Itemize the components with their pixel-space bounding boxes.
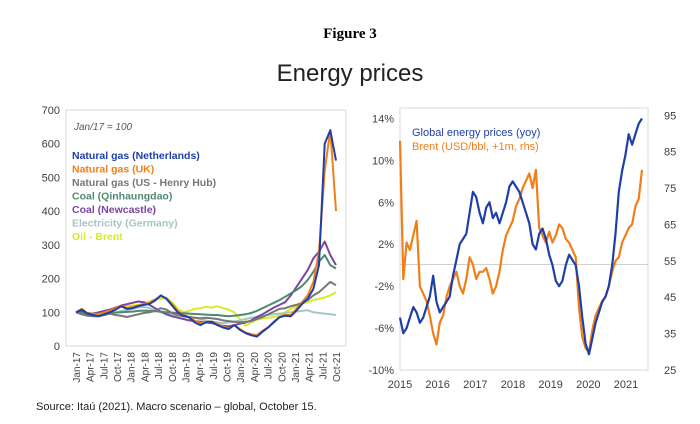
right-y-left-tick-label: 14% (372, 113, 394, 125)
left-x-tick-label: Oct-18 (168, 352, 179, 382)
right-series-line (398, 117, 643, 356)
right-legend-entry: Global energy prices (yoy) (412, 127, 540, 139)
right-x-tick-label: 2017 (463, 379, 487, 391)
right-y-right-tick-label: 35 (664, 329, 676, 341)
left-legend-entry: Natural gas (Netherlands) (72, 150, 200, 162)
left-x-tick-label: Jan-19 (181, 352, 192, 383)
right-y-left-tick-label: 10% (372, 155, 394, 167)
left-legend-entry: Oil - Brent (72, 231, 123, 243)
right-y-right-tick-label: 75 (664, 183, 676, 195)
left-y-tick-label: 0 (54, 341, 60, 353)
left-x-tick-label: Oct-20 (277, 352, 288, 382)
right-y-right-tick-label: 65 (664, 219, 676, 231)
left-x-tick-label: Apr-20 (250, 352, 261, 382)
left-series-line (75, 280, 337, 324)
left-x-tick-label: Jan-21 (291, 352, 302, 383)
left-x-tick-label: Jan-17 (72, 352, 83, 383)
left-y-tick-label: 400 (42, 206, 60, 218)
left-x-tick-label: Apr-18 (140, 352, 151, 382)
right-y-right-tick-label: 45 (664, 292, 676, 304)
right-x-tick-label: 2015 (388, 379, 412, 391)
left-series-line (75, 129, 337, 338)
right-legend-entry: Brent (USD/bbl, +1m, rhs) (412, 141, 539, 153)
left-x-tick-label: Oct-21 (332, 352, 343, 382)
left-x-tick-label: Jan-18 (127, 352, 138, 383)
left-y-tick-label: 100 (42, 307, 60, 319)
right-y-left-tick-label: -6% (374, 323, 394, 335)
left-x-tick-label: Apr-19 (195, 352, 206, 382)
left-y-tick-label: 500 (42, 172, 60, 184)
right-x-tick-label: 2021 (614, 379, 638, 391)
right-y-right-tick-label: 25 (664, 365, 676, 377)
left-x-tick-label: Jul-18 (154, 352, 165, 380)
left-series-line (75, 254, 337, 318)
left-y-tick-label: 300 (42, 240, 60, 252)
right-chart: -10% -6% -2% 2% 6% 10% 14% 25 35 45 55 65 75 85 95 20… (368, 107, 676, 391)
figure-title: Energy prices (276, 60, 424, 87)
left-legend-entry: Natural gas (US - Henry Hub) (72, 177, 216, 189)
left-y-tick-label: 700 (42, 105, 60, 117)
left-x-tick-label: Oct-17 (113, 352, 124, 382)
left-legend-entry: Electricity (Germany) (72, 218, 178, 230)
right-y-right-tick-label: 85 (664, 147, 676, 159)
right-plot-frame (399, 107, 649, 371)
left-legend-entry: Coal (Newcastle) (72, 204, 156, 216)
left-x-tick-label: Jul-20 (264, 352, 275, 380)
left-x-tick-label: Jul-19 (209, 352, 220, 380)
right-x-tick-label: 2019 (538, 379, 562, 391)
right-y-right-tick-label: 55 (664, 256, 676, 268)
left-x-tick-label: Oct-19 (223, 352, 234, 382)
right-x-tick-label: 2020 (576, 379, 600, 391)
right-y-left-tick-label: 6% (378, 197, 394, 209)
left-x-tick-label: Jul-21 (318, 352, 329, 380)
left-x-tick-label: Apr-17 (86, 352, 97, 382)
right-y-right-tick-label: 95 (664, 110, 676, 122)
right-y-left-tick-label: -2% (374, 281, 394, 293)
left-x-tick-label: Apr-21 (305, 352, 316, 382)
right-x-tick-label: 2016 (425, 379, 449, 391)
left-x-tick-label: Jan-20 (236, 352, 247, 383)
left-x-tick-label: Jul-17 (99, 352, 110, 380)
source-note: Source: Itaú (2021). Macro scenario – gl… (36, 401, 317, 413)
left-legend-entry: Natural gas (UK) (72, 164, 154, 176)
right-y-left-tick-label: 2% (378, 239, 394, 251)
right-y-left-tick-label: -10% (368, 365, 394, 377)
figure-label: Figure 3 (323, 26, 377, 42)
left-y-tick-label: 600 (42, 139, 60, 151)
right-x-tick-label: 2018 (501, 379, 525, 391)
left-legend-entry: Coal (Qinhaungdao) (72, 191, 172, 203)
left-annotation: Jan/17 = 100 (73, 122, 133, 133)
left-y-tick-label: 200 (42, 274, 60, 286)
